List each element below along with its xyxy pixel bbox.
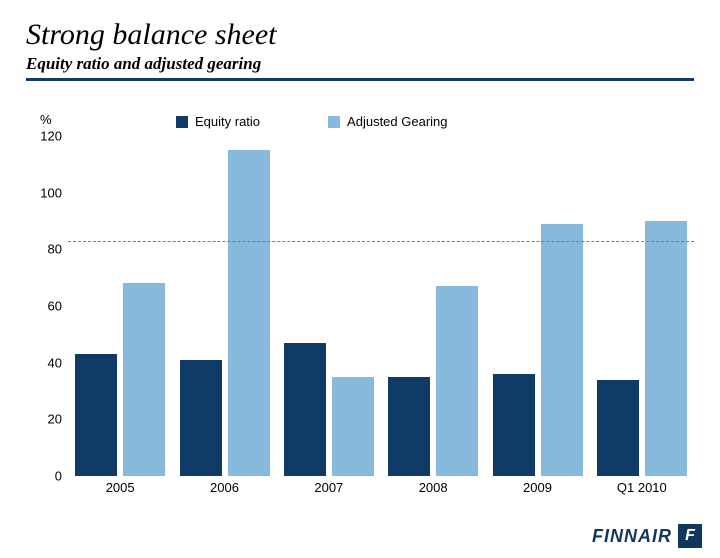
legend-swatch <box>328 116 340 128</box>
legend-item-gearing: Adjusted Gearing <box>328 114 447 129</box>
y-tick-label: 60 <box>28 299 62 314</box>
chart-container: % Equity ratio Adjusted Gearing 02040608… <box>26 116 694 512</box>
bar <box>228 150 270 476</box>
x-tick-label: 2009 <box>523 480 552 495</box>
y-tick-label: 120 <box>28 129 62 144</box>
divider <box>26 78 694 81</box>
page-subtitle: Equity ratio and adjusted gearing <box>26 54 720 74</box>
bar <box>493 374 535 476</box>
x-tick-label: 2007 <box>314 480 343 495</box>
legend-swatch <box>176 116 188 128</box>
bar <box>436 286 478 476</box>
bar <box>180 360 222 476</box>
brand-logo: FINNAIR F <box>592 524 702 548</box>
x-tick-label: 2008 <box>419 480 448 495</box>
bars-layer <box>68 136 694 476</box>
y-tick-label: 0 <box>28 469 62 484</box>
legend-label: Adjusted Gearing <box>347 114 447 129</box>
brand-name: FINNAIR <box>592 526 672 547</box>
plot-area: 020406080100120 <box>68 136 694 476</box>
brand-mark-icon: F <box>678 524 702 548</box>
x-tick-label: Q1 2010 <box>617 480 667 495</box>
y-tick-label: 20 <box>28 412 62 427</box>
legend: Equity ratio Adjusted Gearing <box>176 114 448 129</box>
bar <box>388 377 430 476</box>
y-tick-label: 40 <box>28 355 62 370</box>
x-tick-label: 2006 <box>210 480 239 495</box>
y-axis-unit: % <box>40 112 52 127</box>
page-title: Strong balance sheet <box>26 18 720 52</box>
y-tick-label: 100 <box>28 185 62 200</box>
bar <box>597 380 639 476</box>
legend-label: Equity ratio <box>195 114 260 129</box>
x-tick-label: 2005 <box>106 480 135 495</box>
bar <box>332 377 374 476</box>
bar <box>123 283 165 476</box>
legend-item-equity: Equity ratio <box>176 114 260 129</box>
bar <box>645 221 687 476</box>
bar <box>541 224 583 476</box>
reference-line <box>68 241 694 242</box>
y-tick-label: 80 <box>28 242 62 257</box>
bar <box>75 354 117 476</box>
bar <box>284 343 326 476</box>
